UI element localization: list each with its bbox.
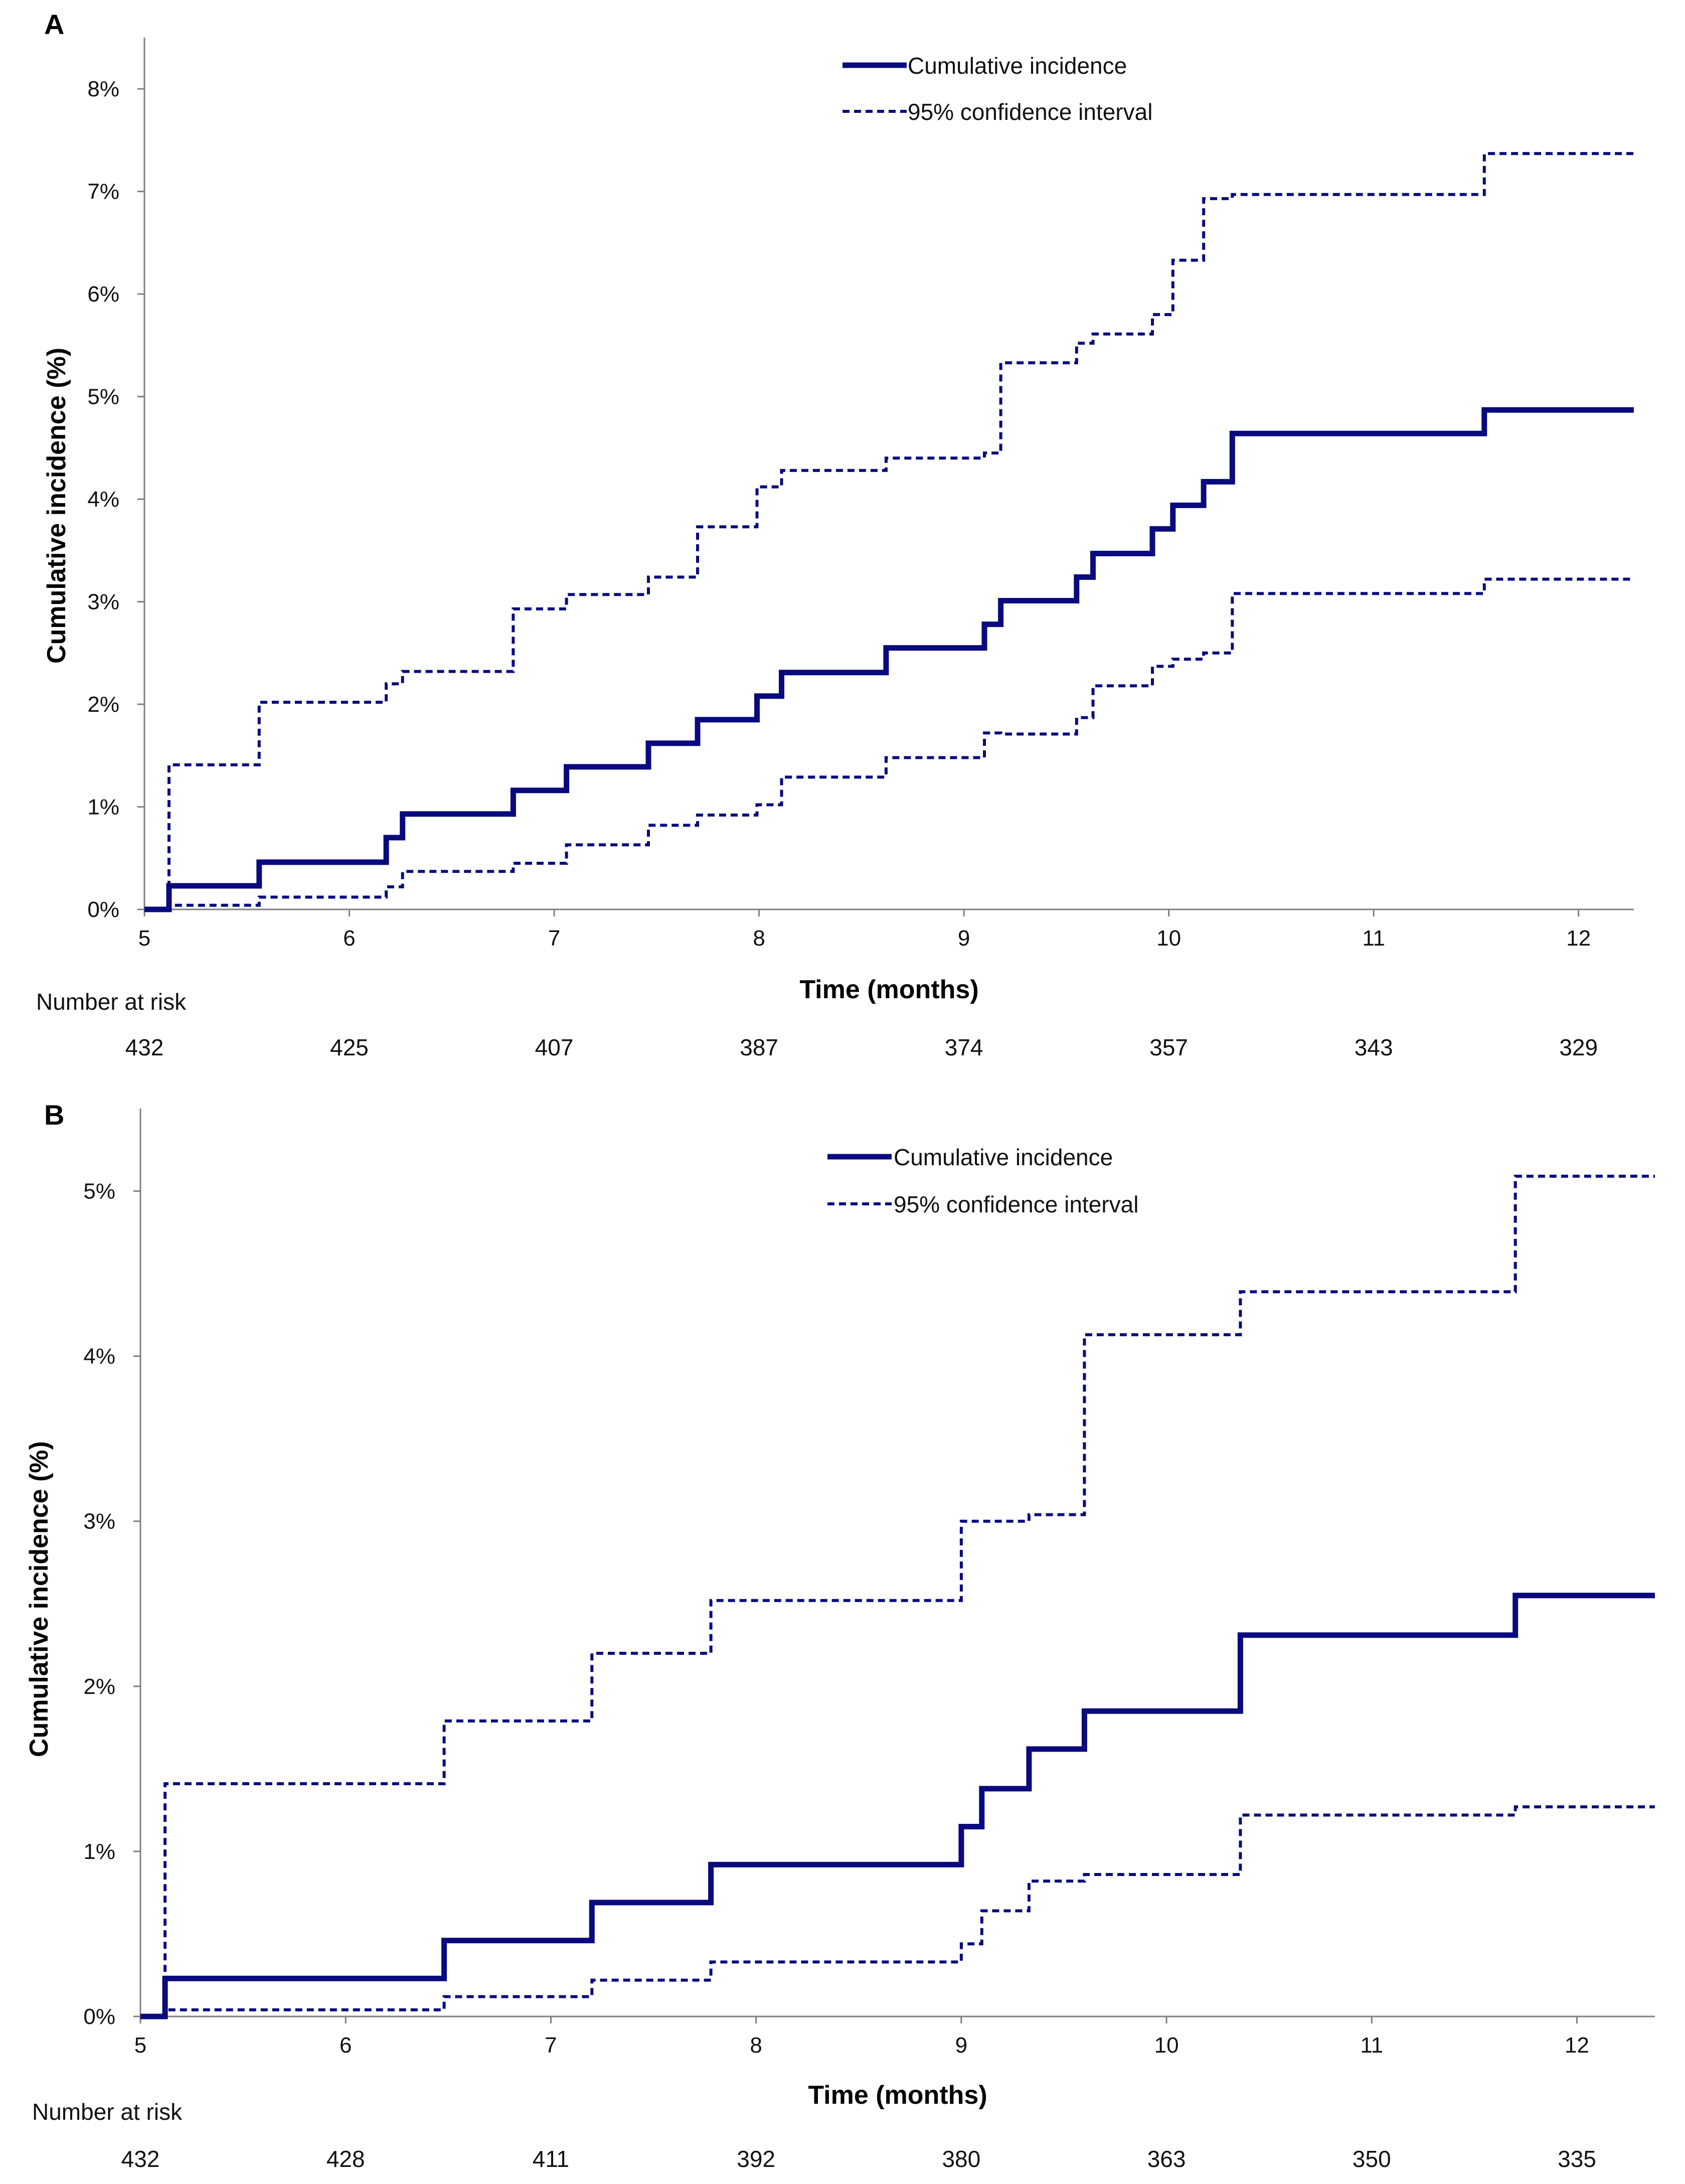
panel-a-risk-value: 374 — [945, 1034, 983, 1060]
panel-b-y-tick-label: 0% — [83, 2004, 115, 2029]
panel-b-risk-value: 411 — [533, 2146, 569, 2172]
panel-b-risk-value: 350 — [1353, 2146, 1391, 2172]
panel-a-cumulative-incidence-line — [144, 407, 1634, 912]
panel-a-x-tick-label: 7 — [548, 926, 560, 951]
panel-b-y-tick-label: 4% — [83, 1344, 115, 1369]
panel-b-x-tick-label: 5 — [134, 2033, 146, 2058]
legend-label-cumulative-incidence: Cumulative incidence — [894, 1144, 1113, 1170]
panel-b-y-tick-label: 5% — [83, 1179, 115, 1204]
panel-a-x-axis-title: Time (months) — [799, 975, 978, 1004]
legend-label-confidence-interval: 95% confidence interval — [894, 1191, 1138, 1217]
panel-a-risk-value: 432 — [125, 1034, 164, 1060]
panel-b-legend: Cumulative incidence 95% confidence inte… — [827, 1144, 1138, 1217]
legend-label-confidence-interval: 95% confidence interval — [908, 99, 1152, 125]
panel-a-y-axis: 0% 1% 2% 3% 4% 5% 6% 7% 8% — [87, 38, 145, 922]
panel-b-number-at-risk-title: Number at risk — [32, 2099, 183, 2125]
panel-a-legend: Cumulative incidence 95% confidence inte… — [842, 53, 1152, 125]
panel-b-ci-lower-line — [140, 1805, 1655, 2018]
panel-b-x-tick-label: 12 — [1565, 2033, 1589, 2058]
panel-a-y-axis-title: Cumulative incidence (%) — [42, 348, 71, 664]
panel-a-ci-lower-line — [144, 577, 1634, 911]
panel-a-x-tick-label: 5 — [138, 926, 150, 951]
panel-a-x-tick-label: 8 — [753, 926, 765, 951]
panel-a-risk-value: 343 — [1355, 1034, 1393, 1060]
panel-b-risk-value: 363 — [1147, 2146, 1186, 2172]
panel-b-y-tick-label: 2% — [83, 1674, 115, 1699]
panel-b-x-tick-label: 7 — [545, 2033, 557, 2058]
panel-b-series-group — [140, 1174, 1655, 2019]
panel-b-x-axis-title: Time (months) — [808, 2081, 987, 2110]
panel-b-y-tick-label: 1% — [83, 1839, 115, 1864]
panel-a-number-at-risk-row: 432 425 407 387 374 357 343 329 — [125, 1034, 1598, 1060]
panel-b-ci-upper-line — [140, 1174, 1655, 2018]
panel-b-risk-value: 432 — [121, 2146, 160, 2172]
panel-a-x-tick-label: 9 — [958, 926, 970, 951]
panel-b-number-at-risk-row: 432 428 411 392 380 363 350 335 — [121, 2146, 1596, 2172]
panel-a-x-tick-label: 12 — [1566, 926, 1591, 951]
panel-a-x-tick-label: 11 — [1362, 926, 1385, 951]
panel-a-risk-value: 425 — [330, 1034, 369, 1060]
panel-a-y-tick-label: 0% — [87, 897, 119, 922]
panel-b-x-tick-label: 6 — [340, 2033, 352, 2058]
panel-a-label: A — [44, 9, 64, 40]
panel-a-x-tick-label: 6 — [343, 926, 355, 951]
panel-a-number-at-risk-title: Number at risk — [36, 989, 187, 1015]
legend-label-cumulative-incidence: Cumulative incidence — [908, 53, 1127, 79]
panel-a-risk-value: 407 — [535, 1034, 574, 1060]
panel-b-x-tick-label: 11 — [1360, 2033, 1383, 2058]
panel-a-y-tick-label: 7% — [87, 180, 119, 204]
panel-b-risk-value: 428 — [326, 2146, 365, 2172]
panel-a-risk-value: 329 — [1559, 1034, 1598, 1060]
panel-a-y-tick-label: 1% — [87, 795, 119, 820]
panel-b-chart: B 0% 1% 2% 3% 4% 5% 5 6 7 8 9 10 11 12 Cumulative in… — [25, 1099, 1655, 2172]
panel-a-risk-value: 387 — [740, 1034, 778, 1060]
panel-a-y-tick-label: 2% — [87, 692, 119, 717]
panel-b-x-tick-label: 10 — [1154, 2033, 1179, 2058]
panel-b-risk-value: 392 — [737, 2146, 775, 2172]
panel-b-x-axis: 5 6 7 8 9 10 11 12 — [134, 2015, 1655, 2058]
panel-a-y-tick-label: 4% — [87, 487, 119, 512]
panel-b-x-tick-label: 8 — [750, 2033, 762, 2058]
panel-b-y-tick-label: 3% — [83, 1509, 115, 1534]
panel-a-risk-value: 357 — [1149, 1034, 1188, 1060]
panel-a-chart: A 0% 1% 2% 3% 4% 5% 6% 7% 8% 5 6 7 8 9 10 11 12 Cumulat… — [36, 9, 1634, 1060]
panel-a-y-tick-label: 8% — [87, 77, 119, 101]
panel-a-y-tick-label: 3% — [87, 590, 119, 614]
panel-a-series-group — [144, 152, 1634, 912]
panel-b-label: B — [44, 1099, 64, 1131]
panel-a-y-tick-label: 6% — [87, 282, 119, 306]
panel-a-x-axis: 5 6 7 8 9 10 11 12 — [138, 908, 1634, 951]
panel-b-y-axis-title: Cumulative incidence (%) — [25, 1441, 54, 1757]
panel-b-risk-value: 335 — [1558, 2146, 1596, 2172]
panel-a-y-tick-label: 5% — [87, 385, 119, 409]
panel-b-x-tick-label: 9 — [955, 2033, 967, 2058]
panel-a-ci-upper-line — [144, 152, 1634, 911]
panel-b-cumulative-incidence-line — [140, 1593, 1655, 2019]
panel-b-y-axis: 0% 1% 2% 3% 4% 5% — [83, 1109, 141, 2029]
panel-b-risk-value: 380 — [942, 2146, 980, 2172]
panel-a-x-tick-label: 10 — [1156, 926, 1181, 951]
